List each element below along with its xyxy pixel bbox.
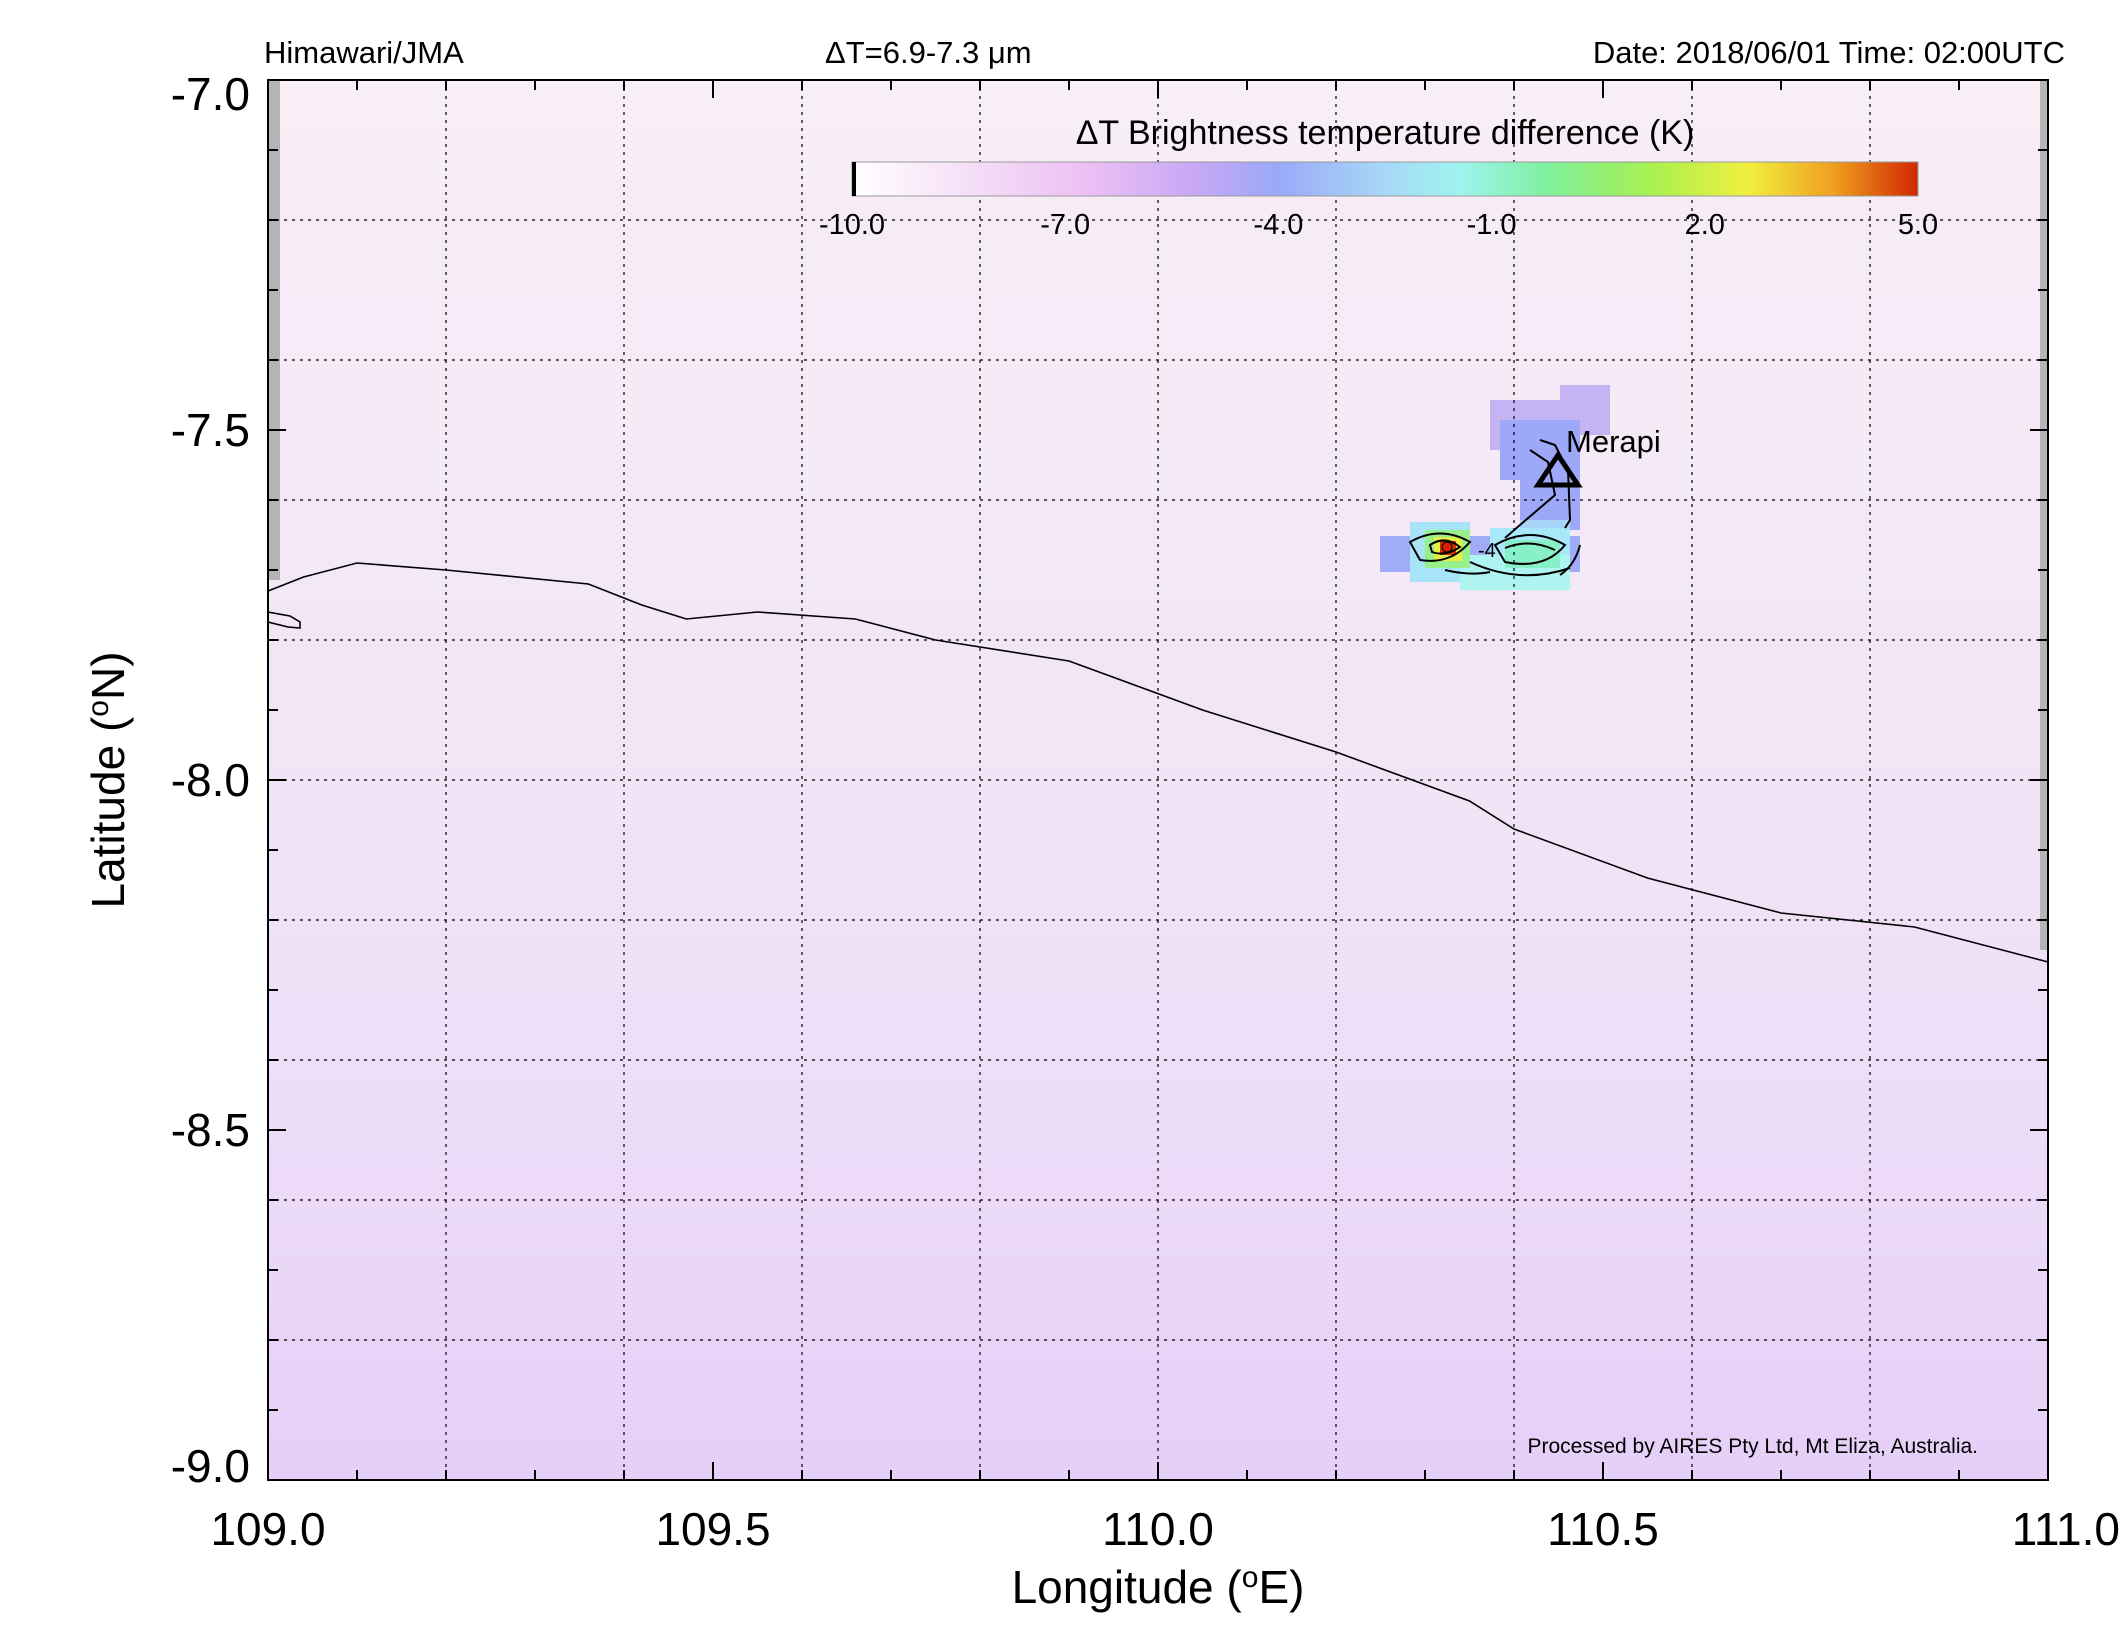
- y-tick-labels: -7.0 -7.5 -8.0 -8.5 -9.0: [171, 68, 250, 1492]
- x-tick-label: 109.5: [655, 1503, 770, 1555]
- x-tick-label: 109.0: [210, 1503, 325, 1555]
- y-axis-degree: o: [82, 700, 115, 717]
- colorbar-title: ΔT Brightness temperature difference (K): [1076, 114, 1695, 152]
- y-tick-label: -7.5: [171, 404, 250, 456]
- colorbar-tick-label: -4.0: [1253, 209, 1303, 241]
- colorbar-min-marker: [852, 162, 856, 196]
- volcano-triangle-icon: [1533, 450, 1583, 488]
- x-axis-unit: E): [1258, 1561, 1304, 1613]
- header-datetime: Date: 2018/06/01 Time: 02:00UTC: [1593, 35, 2065, 70]
- x-axis-title: Longitude (oE): [1012, 1561, 1305, 1613]
- y-axis-unit: N): [82, 651, 134, 700]
- y-tick-label: -7.0: [171, 68, 250, 120]
- plot-area: -4: [268, 80, 2048, 1480]
- colorbar-ticks: -10.0 -7.0 -4.0 -1.0 2.0 5.0: [819, 209, 1938, 241]
- grid-lines: [268, 80, 2048, 1480]
- x-axis-title-text: Longitude (: [1012, 1561, 1243, 1613]
- colorbar-tick-label: -1.0: [1467, 209, 1517, 241]
- colorbar-tick-label: 5.0: [1898, 209, 1938, 241]
- y-tick-label: -8.5: [171, 1104, 250, 1156]
- contour-label: -4: [1478, 540, 1496, 562]
- credit-text: Processed by AIRES Pty Ltd, Mt Eliza, Au…: [1527, 1435, 1978, 1458]
- x-tick-label: 111.0: [2012, 1503, 2120, 1555]
- y-axis-title-text: Latitude (: [82, 716, 134, 908]
- volcano-label: Merapi: [1566, 424, 1661, 459]
- y-axis-title: Latitude (oN): [82, 651, 134, 908]
- x-tick-label: 110.5: [1547, 1503, 1659, 1555]
- nodata-right: [2040, 80, 2048, 950]
- coastline-island: [268, 611, 301, 629]
- contour-lines: [1408, 439, 1581, 577]
- header-band: ΔT=6.9-7.3 μm: [825, 35, 1032, 70]
- nodata-left: [268, 80, 280, 580]
- axis-ticks: [267, 79, 2049, 1481]
- colorbar-tick-label: 2.0: [1685, 209, 1725, 241]
- x-tick-label: 110.0: [1102, 1503, 1214, 1555]
- colorbar-tick-label: -7.0: [1040, 209, 1090, 241]
- y-tick-label: -9.0: [171, 1440, 250, 1492]
- hotspot-marker: [1441, 541, 1453, 553]
- colorbar-tick-label: -10.0: [819, 209, 885, 241]
- x-tick-labels: 109.0 109.5 110.0 110.5 111.0: [210, 1503, 2120, 1555]
- y-tick-label: -8.0: [171, 754, 250, 806]
- x-axis-degree: o: [1242, 1561, 1259, 1594]
- header-source: Himawari/JMA: [264, 35, 464, 70]
- colorbar-gradient: [851, 161, 1919, 197]
